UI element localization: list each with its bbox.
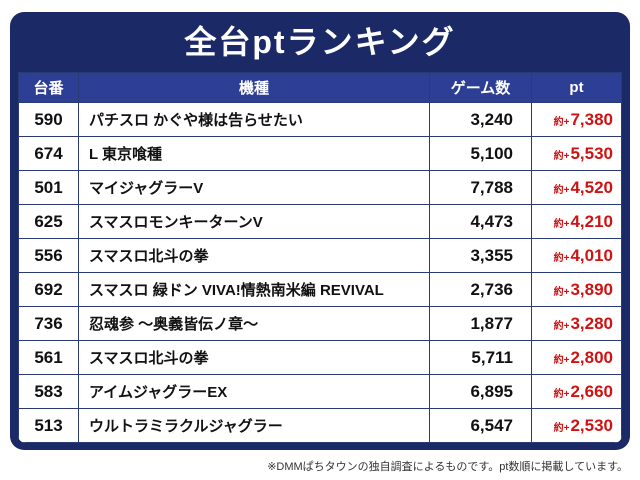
pt-approx-label: 約+ [553, 116, 570, 128]
pt-value: 2,800 [570, 347, 613, 367]
model-cell: スマスロモンキーターンV [78, 204, 430, 239]
ranking-table: 台番 機種 ゲーム数 pt 590 パチスロ かぐや様は告らせたい 3,240 … [18, 72, 622, 443]
table-row: 513 ウルトラミラクルジャグラー 6,547 約+2,530 [18, 408, 622, 443]
games-cell: 3,240 [429, 102, 532, 137]
machine-number-cell: 674 [18, 136, 79, 171]
model-cell: L 東京喰種 [78, 136, 430, 171]
games-cell: 5,100 [429, 136, 532, 171]
pt-value: 3,280 [570, 313, 613, 333]
pt-cell: 約+4,010 [531, 238, 622, 273]
header-pt: pt [531, 72, 622, 103]
pt-cell: 約+3,890 [531, 272, 622, 307]
games-cell: 1,877 [429, 306, 532, 341]
machine-number-cell: 692 [18, 272, 79, 307]
model-cell: スマスロ北斗の拳 [78, 340, 430, 375]
pt-approx-label: 約+ [553, 354, 570, 366]
pt-value: 5,530 [570, 143, 613, 163]
model-cell: アイムジャグラーEX [78, 374, 430, 409]
machine-number-cell: 590 [18, 102, 79, 137]
page-title: 全台ptランキング [184, 24, 456, 60]
model-cell: ウルトラミラクルジャグラー [78, 408, 430, 443]
pt-value: 7,380 [570, 109, 613, 129]
pt-value: 3,890 [570, 279, 613, 299]
pt-cell: 約+2,800 [531, 340, 622, 375]
machine-number-cell: 501 [18, 170, 79, 205]
games-cell: 7,788 [429, 170, 532, 205]
pt-approx-label: 約+ [553, 320, 570, 332]
pt-cell: 約+2,530 [531, 408, 622, 443]
games-cell: 3,355 [429, 238, 532, 273]
table-row: 674 L 東京喰種 5,100 約+5,530 [18, 136, 622, 171]
pt-approx-label: 約+ [553, 388, 570, 400]
pt-value: 4,210 [570, 211, 613, 231]
table-header-row: 台番 機種 ゲーム数 pt [18, 72, 622, 103]
pt-cell: 約+3,280 [531, 306, 622, 341]
table-row: 561 スマスロ北斗の拳 5,711 約+2,800 [18, 340, 622, 375]
table-row: 625 スマスロモンキーターンV 4,473 約+4,210 [18, 204, 622, 239]
machine-number-cell: 583 [18, 374, 79, 409]
pt-cell: 約+2,660 [531, 374, 622, 409]
pt-cell: 約+4,210 [531, 204, 622, 239]
model-cell: スマスロ北斗の拳 [78, 238, 430, 273]
model-cell: パチスロ かぐや様は告らせたい [78, 102, 430, 137]
games-cell: 6,895 [429, 374, 532, 409]
table-row: 501 マイジャグラーV 7,788 約+4,520 [18, 170, 622, 205]
header-games: ゲーム数 [429, 72, 532, 103]
machine-number-cell: 625 [18, 204, 79, 239]
header-model: 機種 [78, 72, 430, 103]
ranking-table-wrap: 台番 機種 ゲーム数 pt 590 パチスロ かぐや様は告らせたい 3,240 … [18, 72, 622, 443]
header-machine-number: 台番 [18, 72, 79, 103]
pt-value: 2,660 [570, 381, 613, 401]
pt-value: 4,520 [570, 177, 613, 197]
ranking-panel: 全台ptランキング 台番 機種 ゲーム数 pt 590 [10, 12, 630, 450]
pt-approx-label: 約+ [553, 286, 570, 298]
pt-cell: 約+5,530 [531, 136, 622, 171]
pt-value: 2,530 [570, 415, 613, 435]
machine-number-cell: 561 [18, 340, 79, 375]
pt-approx-label: 約+ [553, 150, 570, 162]
games-cell: 2,736 [429, 272, 532, 307]
table-row: 556 スマスロ北斗の拳 3,355 約+4,010 [18, 238, 622, 273]
model-cell: スマスロ 緑ドン VIVA!情熱南米編 REVIVAL [78, 272, 430, 307]
table-row: 692 スマスロ 緑ドン VIVA!情熱南米編 REVIVAL 2,736 約+… [18, 272, 622, 307]
pt-approx-label: 約+ [553, 218, 570, 230]
pt-cell: 約+4,520 [531, 170, 622, 205]
machine-number-cell: 736 [18, 306, 79, 341]
pt-approx-label: 約+ [553, 252, 570, 264]
footer-note: ※DMMぱちタウンの独自調査によるものです。pt数順に掲載しています。 [267, 461, 628, 473]
table-row: 590 パチスロ かぐや様は告らせたい 3,240 約+7,380 [18, 102, 622, 137]
pt-approx-label: 約+ [553, 422, 570, 434]
pt-value: 4,010 [570, 245, 613, 265]
table-row: 736 忍魂参 〜奥義皆伝ノ章〜 1,877 約+3,280 [18, 306, 622, 341]
games-cell: 6,547 [429, 408, 532, 443]
machine-number-cell: 556 [18, 238, 79, 273]
model-cell: 忍魂参 〜奥義皆伝ノ章〜 [78, 306, 430, 341]
games-cell: 4,473 [429, 204, 532, 239]
pt-cell: 約+7,380 [531, 102, 622, 137]
table-row: 583 アイムジャグラーEX 6,895 約+2,660 [18, 374, 622, 409]
machine-number-cell: 513 [18, 408, 79, 443]
games-cell: 5,711 [429, 340, 532, 375]
model-cell: マイジャグラーV [78, 170, 430, 205]
pt-approx-label: 約+ [553, 184, 570, 196]
